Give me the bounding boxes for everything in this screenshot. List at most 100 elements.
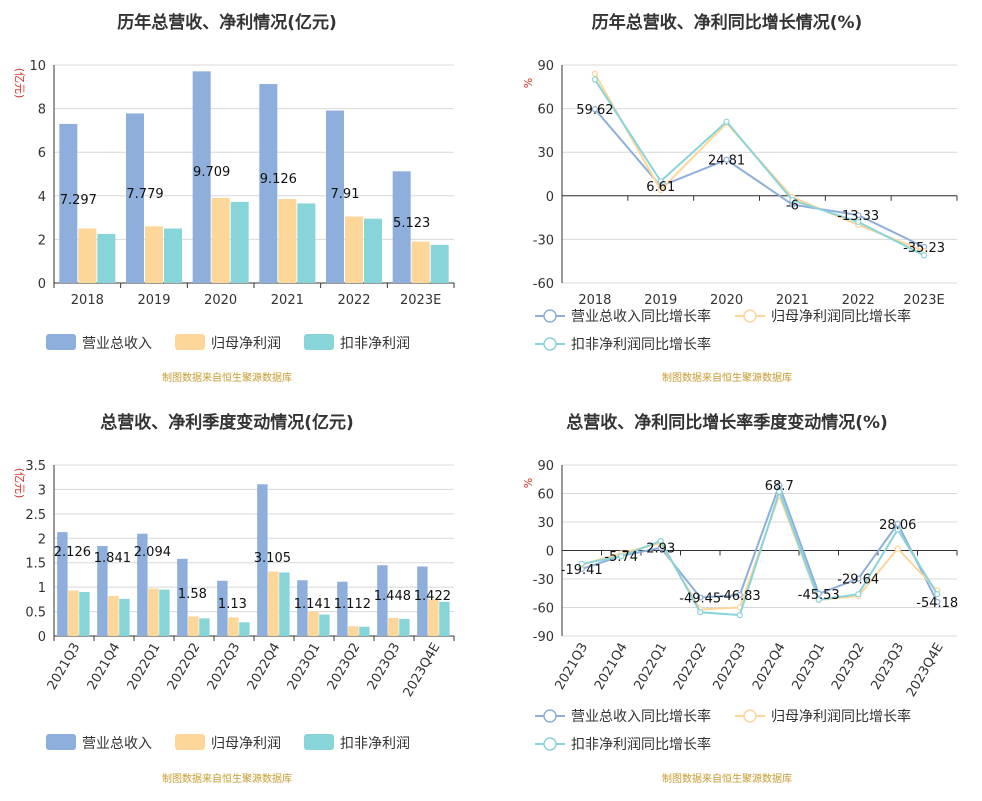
line-revenue <box>594 108 925 248</box>
point-deducted_profit <box>855 591 862 598</box>
x-tick-label: 2023Q4E <box>401 641 444 700</box>
data-label: 1.448 <box>374 589 411 604</box>
bar-revenue <box>377 565 388 636</box>
legend-label: 营业总收入 <box>82 736 152 752</box>
legend-label: 归母净利润同比增长率 <box>771 308 911 325</box>
data-label: 6.61 <box>646 180 675 195</box>
bar-deducted_profit <box>119 598 130 636</box>
bar-parent_profit <box>278 199 297 283</box>
data-label: -49.45 <box>679 591 721 606</box>
bar-deducted_profit <box>439 601 450 636</box>
y-tick-label: 2 <box>38 532 46 547</box>
data-label: -29.64 <box>837 573 879 588</box>
bar-revenue <box>337 581 348 636</box>
point-deducted_profit <box>776 488 783 495</box>
x-tick-label: 2023Q3 <box>868 641 907 693</box>
legend-marker <box>743 709 757 723</box>
bar-deducted_profit <box>279 572 290 636</box>
legend-swatch <box>175 334 205 350</box>
point-deducted_profit <box>855 218 862 226</box>
y-tick-label: 30 <box>537 516 554 531</box>
data-label: 2.126 <box>54 545 91 560</box>
data-label: 1.58 <box>178 587 207 602</box>
data-label: 9.709 <box>193 165 230 180</box>
data-label: 1.841 <box>94 551 131 566</box>
legend-label: 扣非净利润 <box>340 336 410 352</box>
x-tick-label: 2019 <box>644 293 677 308</box>
point-revenue <box>736 591 743 599</box>
bar-parent_profit <box>108 595 119 636</box>
x-tick-label: 2020 <box>710 293 743 308</box>
data-label: -35.23 <box>903 241 945 256</box>
x-tick-label: 2022Q4 <box>245 641 284 693</box>
y-tick-label: 1.5 <box>25 557 46 572</box>
bar-revenue <box>177 558 188 636</box>
x-tick-label: 2022Q1 <box>631 641 670 693</box>
bar-parent_profit <box>78 228 97 283</box>
legend-label: 营业总收入同比增长率 <box>571 308 711 325</box>
bar-revenue <box>259 84 278 284</box>
x-tick-label: 2023Q2 <box>325 641 364 693</box>
y-tick-label: 0 <box>546 545 554 560</box>
legend-swatch <box>304 334 334 350</box>
bar-revenue <box>137 533 148 636</box>
legend-marker <box>543 709 557 723</box>
bar-deducted_profit <box>199 618 210 636</box>
bar-parent_profit <box>268 571 279 636</box>
y-tick-label: 0 <box>546 190 554 205</box>
x-tick-label: 2022Q3 <box>710 641 749 693</box>
y-tick-label: 90 <box>537 59 554 74</box>
legend-label: 扣非净利润 <box>340 736 410 752</box>
legend-marker <box>543 337 557 351</box>
data-label: -5.74 <box>604 550 638 565</box>
y-tick-label: 60 <box>537 488 554 503</box>
bar-parent_profit <box>308 611 319 636</box>
x-tick-label: 2022 <box>842 293 875 308</box>
legend-label: 归母净利润同比增长率 <box>771 708 911 725</box>
point-deducted_profit <box>697 609 704 616</box>
bar-deducted_profit <box>297 203 316 283</box>
annual-line-chart: 历年总营收、净利同比增长情况(%)% -60 -30 0 30 60 90 2018 2019 2… <box>521 12 958 384</box>
data-label: 3.105 <box>254 551 291 566</box>
legend-label: 扣非净利润同比增长率 <box>571 736 711 753</box>
point-parent_profit <box>591 70 599 77</box>
y-tick-label: -30 <box>533 233 554 248</box>
bar-deducted_profit <box>164 228 182 283</box>
bar-parent_profit <box>388 617 399 636</box>
legend-label: 营业总收入 <box>82 336 152 352</box>
data-label: 7.91 <box>331 187 360 202</box>
data-label: 1.112 <box>334 597 371 612</box>
bar-parent_profit <box>428 599 439 636</box>
x-tick-label: 2023Q3 <box>365 641 404 693</box>
point-deducted_profit <box>578 560 585 567</box>
data-label: -6 <box>786 199 799 214</box>
bar-revenue <box>297 580 308 636</box>
x-tick-label: 2022 <box>337 293 370 308</box>
bar-parent_profit <box>348 626 359 636</box>
bar-parent_profit <box>68 590 79 636</box>
x-tick-label: 2021Q3 <box>45 641 84 693</box>
y-tick-label: 30 <box>537 146 554 161</box>
point-revenue <box>894 520 901 527</box>
point-deducted_profit <box>934 591 941 598</box>
x-tick-label: 2021Q4 <box>592 641 631 693</box>
bar-revenue <box>417 566 428 636</box>
point-revenue <box>591 106 599 113</box>
data-label: 7.297 <box>60 193 97 208</box>
quarter-line-chart: 总营收、净利同比增长率季度变动情况(%)% -90 -60 -30 0 30 60 90 202… <box>521 412 958 785</box>
data-label: 7.779 <box>126 187 163 202</box>
bar-revenue <box>392 171 411 283</box>
data-label: -54.18 <box>916 596 958 611</box>
y-tick-label: 8 <box>38 103 46 118</box>
point-revenue <box>776 482 783 489</box>
bar-deducted_profit <box>359 626 370 636</box>
data-label: 2.094 <box>134 545 171 560</box>
data-label: -45.53 <box>798 588 840 603</box>
line-deducted_profit <box>581 488 939 617</box>
y-tick-label: -60 <box>533 602 554 617</box>
y-tick-label: 0 <box>38 277 46 292</box>
point-deducted_profit <box>815 596 822 604</box>
unit-label: % <box>521 478 534 488</box>
x-tick-label: 2023Q2 <box>829 641 868 693</box>
